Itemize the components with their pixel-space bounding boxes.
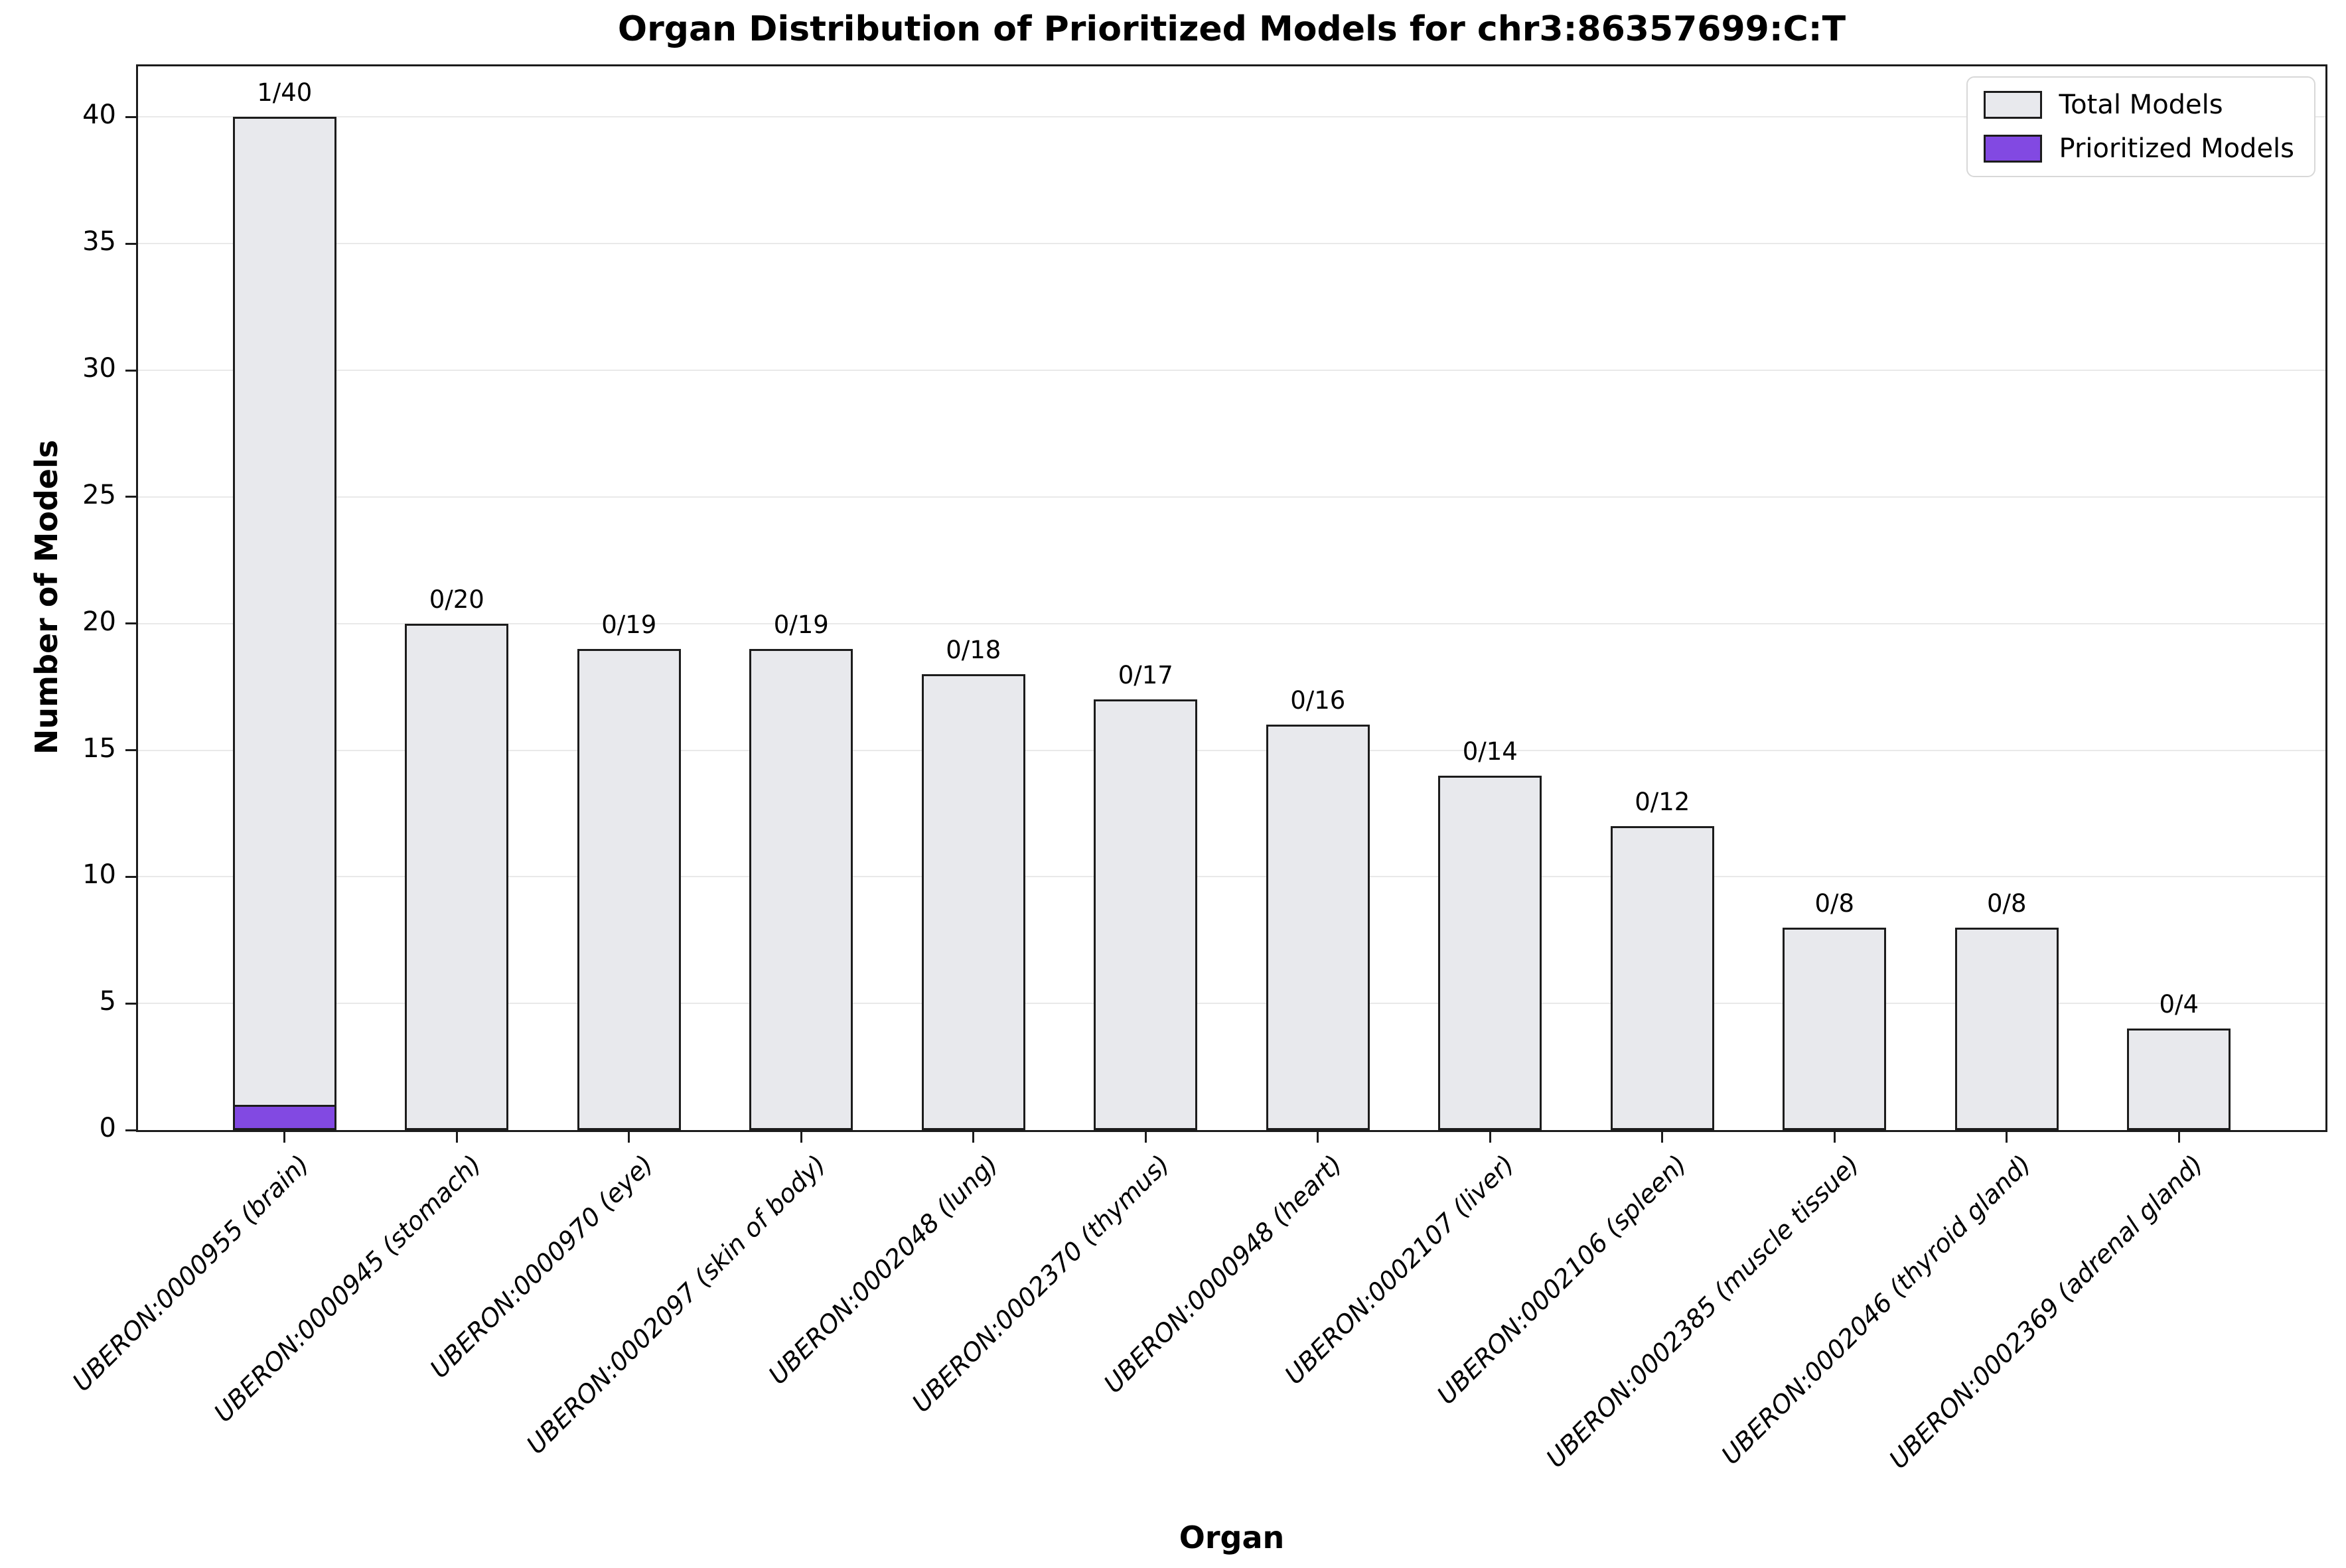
y-tick-label-30: 30 [82, 353, 116, 384]
y-tick-mark-30 [125, 369, 136, 372]
bar-total-4 [921, 674, 1025, 1130]
y-tick-label-20: 20 [82, 606, 116, 637]
bar-value-label-10: 0/8 [1986, 889, 2027, 918]
y-tick-label-25: 25 [82, 479, 116, 510]
gridline-y-5 [138, 1003, 2325, 1005]
bar-total-10 [1954, 927, 2059, 1130]
bar-value-label-3: 0/19 [773, 610, 829, 639]
x-tick-label-9: UBERON:0002385 (muscle tissue) [1540, 1149, 1865, 1474]
x-tick-mark-10 [2006, 1132, 2008, 1143]
x-tick-label-3: UBERON:0002097 (skin of body) [520, 1149, 832, 1460]
x-tick-label-10: UBERON:0002046 (thyroid gland) [1716, 1149, 2037, 1470]
bar-total-11 [2127, 1029, 2231, 1130]
legend-label-prioritized: Prioritized Models [2059, 133, 2294, 164]
bar-value-label-8: 0/12 [1635, 788, 1690, 816]
gridline-y-30 [138, 370, 2325, 371]
legend: Total Models Prioritized Models [1966, 76, 2315, 177]
bar-value-label-11: 0/4 [2159, 990, 2199, 1019]
bar-value-label-5: 0/17 [1118, 661, 1173, 690]
x-tick-mark-1 [455, 1132, 458, 1143]
bar-value-label-9: 0/8 [1814, 889, 1855, 918]
bar-value-label-6: 0/16 [1290, 686, 1346, 715]
bar-total-6 [1266, 725, 1370, 1130]
bar-value-label-7: 0/14 [1462, 737, 1518, 766]
y-tick-mark-10 [125, 875, 136, 878]
y-tick-mark-40 [125, 115, 136, 118]
y-tick-mark-15 [125, 749, 136, 751]
x-tick-mark-0 [283, 1132, 286, 1143]
y-tick-label-15: 15 [82, 733, 116, 764]
plot-area [136, 64, 2327, 1132]
bar-total-8 [1610, 826, 1714, 1130]
x-tick-mark-5 [1144, 1132, 1147, 1143]
bar-value-label-1: 0/20 [429, 585, 484, 614]
bar-total-9 [1783, 927, 1887, 1130]
y-tick-label-0: 0 [99, 1113, 116, 1143]
x-tick-mark-7 [1489, 1132, 1491, 1143]
x-tick-mark-9 [1833, 1132, 1836, 1143]
x-tick-mark-11 [2177, 1132, 2180, 1143]
y-tick-mark-0 [125, 1129, 136, 1131]
bar-value-label-0: 1/40 [257, 78, 313, 107]
chart-title: Organ Distribution of Prioritized Models… [617, 9, 1846, 49]
x-tick-mark-2 [628, 1132, 630, 1143]
gridline-y-35 [138, 243, 2325, 245]
y-tick-mark-5 [125, 1002, 136, 1005]
gridline-y-25 [138, 496, 2325, 498]
legend-item-prioritized: Prioritized Models [1983, 133, 2294, 164]
y-tick-label-35: 35 [82, 226, 116, 257]
gridline-y-40 [138, 116, 2325, 118]
bar-value-label-4: 0/18 [946, 636, 1001, 664]
y-tick-mark-25 [125, 496, 136, 498]
legend-label-total: Total Models [2059, 90, 2223, 120]
y-tick-label-5: 5 [99, 986, 116, 1017]
bar-total-2 [577, 648, 681, 1130]
total-models-swatch [1983, 91, 2042, 119]
bar-total-7 [1438, 775, 1542, 1130]
bar-total-1 [405, 623, 509, 1130]
x-tick-label-11: UBERON:0002369 (adrenal gland) [1883, 1149, 2209, 1475]
gridline-y-10 [138, 876, 2325, 878]
x-axis-title: Organ [1179, 1520, 1285, 1555]
x-tick-mark-4 [972, 1132, 975, 1143]
legend-item-total: Total Models [1983, 90, 2294, 120]
bar-value-label-2: 0/19 [601, 610, 657, 639]
y-tick-label-40: 40 [82, 100, 116, 131]
bar-total-5 [1094, 699, 1198, 1130]
x-tick-label-1: UBERON:0000945 (stomach) [208, 1149, 487, 1428]
bar-prioritized-0 [232, 1104, 336, 1130]
gridline-y-15 [138, 749, 2325, 751]
y-tick-mark-20 [125, 622, 136, 625]
bar-total-3 [749, 648, 853, 1130]
bar-total-0 [232, 117, 336, 1130]
x-tick-mark-6 [1317, 1132, 1319, 1143]
y-tick-mark-35 [125, 242, 136, 245]
y-tick-label-10: 10 [82, 859, 116, 891]
prioritized-models-swatch [1983, 135, 2042, 163]
gridline-y-20 [138, 622, 2325, 624]
x-tick-mark-8 [1661, 1132, 1664, 1143]
x-tick-mark-3 [800, 1132, 802, 1143]
